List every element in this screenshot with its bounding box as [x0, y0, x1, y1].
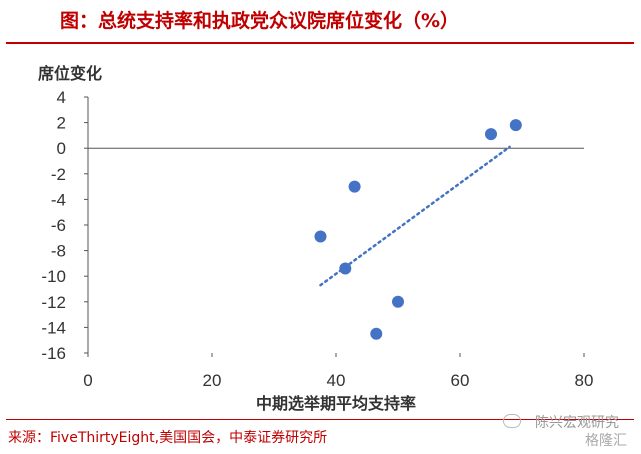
x-axis-label: 中期选举期平均支持率	[255, 394, 416, 413]
watermark: 陈兴宏观研究 格隆汇	[483, 410, 633, 450]
data-point	[485, 128, 497, 141]
title-divider	[6, 42, 634, 44]
watermark-line1: 陈兴宏观研究	[535, 415, 619, 431]
x-tick-label: 80	[575, 371, 594, 390]
y-tick-label: -16	[41, 344, 66, 363]
y-tick-label: -10	[41, 267, 66, 286]
source-divider	[6, 419, 634, 420]
y-tick-label: -12	[41, 293, 66, 312]
x-tick-label: 40	[327, 371, 346, 390]
wechat-icon	[503, 414, 521, 428]
data-point	[370, 327, 383, 340]
y-tick-labels: 4 2 0 -2 -4 -6 -8 -10 -12 -14 -16	[41, 88, 66, 363]
source-note: 来源：FiveThirtyEight,美国国会，中泰证券研究所	[8, 430, 328, 446]
y-tick-label: 0	[57, 139, 66, 158]
title-bar: 图：总统支持率和执政党众议院席位变化（%）	[0, 0, 641, 42]
y-tick-label: 4	[57, 88, 66, 107]
chart-title: 图：总统支持率和执政党众议院席位变化（%）	[60, 10, 460, 32]
x-tick-label: 0	[83, 371, 92, 390]
y-axis-label: 席位变化	[38, 64, 103, 83]
watermark-line2: 格隆汇	[585, 433, 627, 449]
y-tick-label: -6	[51, 216, 66, 235]
trendline-group	[319, 145, 511, 287]
x-tick-labels: 0 20 40 60 80	[83, 371, 593, 390]
data-point	[348, 180, 361, 193]
x-tick-label: 20	[203, 371, 222, 390]
data-point	[392, 295, 404, 308]
x-tick-label: 60	[451, 371, 470, 390]
trendline	[319, 145, 511, 287]
y-tick-label: -8	[51, 242, 66, 261]
data-point	[509, 119, 522, 132]
data-point	[339, 262, 352, 275]
y-tick-label: -4	[51, 190, 66, 209]
y-tick-label: -2	[51, 165, 66, 184]
y-tick-label: -14	[41, 318, 66, 337]
axes	[84, 96, 585, 357]
data-point	[314, 230, 327, 243]
data-points	[314, 119, 522, 340]
y-tick-label: 2	[57, 114, 66, 133]
